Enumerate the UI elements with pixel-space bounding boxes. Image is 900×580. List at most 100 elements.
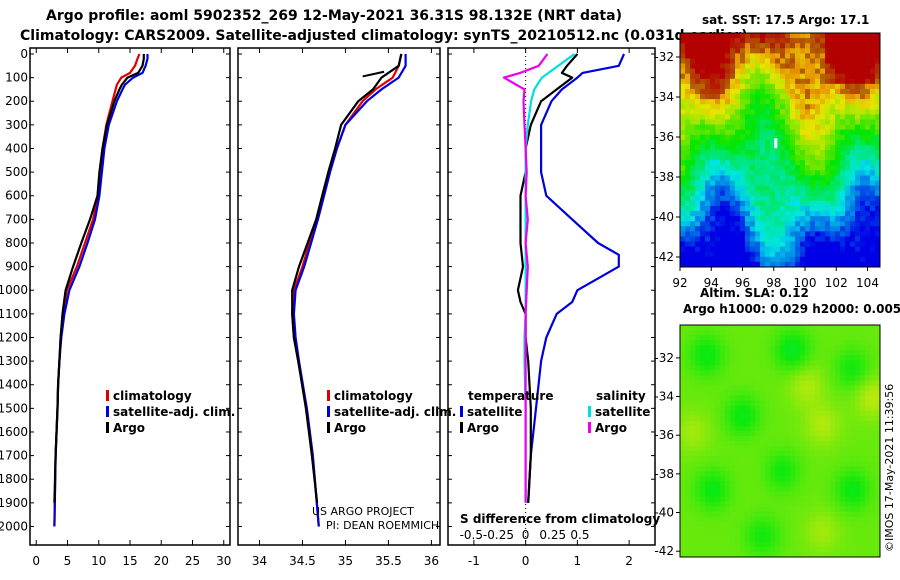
sla-cell [735,516,741,523]
sst-cell [685,43,691,49]
sla-cell [680,476,686,482]
sst-cell [840,33,846,39]
sla-cell [870,410,876,417]
sla-cell [760,496,766,502]
sla-cell [845,521,851,528]
sla-cell [855,486,861,492]
sla-cell [815,355,821,361]
sst-cell [770,221,776,227]
sst-cell [760,99,766,105]
sla-cell [860,345,866,351]
sst-cell [750,226,756,232]
sla-cell [730,385,736,391]
sla-cell [690,365,696,371]
sla-cell [745,521,751,528]
sst-cell [830,109,836,115]
sst-cell [785,38,791,44]
sst-cell [735,221,741,227]
sla-cell [875,395,881,402]
sst-cell [850,231,856,237]
sla-cell [730,451,736,457]
sst-cell [820,38,826,44]
sst-cell [780,165,786,171]
sla-cell [780,541,786,548]
sla-cell [785,405,791,412]
sla-cell [720,486,726,492]
sst-cell [735,211,741,217]
sla-cell [745,390,751,397]
sla-cell [780,335,786,341]
sla-cell [830,335,836,341]
sst-cell [700,180,706,187]
sla-cell [720,526,726,533]
sla-cell [790,345,796,351]
sst-cell [680,129,686,136]
sst-cell [685,190,691,197]
sla-cell [705,546,711,553]
sst-cell [750,170,756,176]
sla-cell [710,536,716,543]
sla-cell [695,501,701,507]
sst-cell [715,94,721,100]
sst-cell [820,175,826,181]
sst-cell [785,43,791,49]
sst-cell [800,48,806,54]
sst-cell [710,119,716,125]
sla-cell [805,496,811,502]
sst-cell [785,68,791,75]
sst-cell [855,251,861,258]
sla-cell [705,541,711,548]
sla-cell [810,536,816,543]
sst-cell [860,155,866,161]
sst-cell [775,63,781,70]
sla-cell [710,546,716,553]
sst-cell [805,195,811,202]
sst-cell [790,175,796,181]
sst-cell [800,88,806,95]
sst-cell [725,185,731,192]
sla-cell [865,551,871,558]
sla-cell [680,390,686,397]
sla-cell [810,345,816,351]
sla-cell [860,430,866,437]
sla-cell [860,536,866,543]
sst-cell [685,246,691,253]
depth-tick-label: 500 [5,165,28,179]
sst-cell [850,68,856,75]
sla-cell [875,355,881,361]
sst-cell [850,160,856,166]
sst-cell [805,48,811,54]
sla-cell [755,410,761,417]
sla-cell [835,435,841,442]
sla-cell [700,446,706,452]
sla-cell [700,400,706,407]
sst-cell [725,99,731,105]
sla-cell [720,466,726,472]
sla-cell [775,446,781,452]
sst-cell [715,109,721,115]
sla-cell [815,516,821,523]
sst-cell [845,48,851,54]
sla-cell [690,415,696,422]
sla-cell [835,390,841,397]
sla-cell [820,461,826,467]
sla-cell [740,375,746,381]
sla-cell [860,390,866,397]
sla-cell [760,370,766,376]
sst-cell [875,144,881,151]
sst-cell [795,88,801,95]
sla-cell [850,390,856,397]
sst-cell [725,195,731,202]
sla-cell [800,325,806,331]
sla-cell [740,486,746,492]
sst-cell [720,205,726,212]
sla-cell [775,506,781,513]
sst-cell [805,63,811,70]
sst-cell [785,109,791,115]
sla-cell [700,365,706,371]
sla-cell [680,410,686,417]
sla-cell [705,405,711,412]
sla-cell [740,451,746,457]
legend-argo: Argo [334,421,366,435]
sst-cell [680,251,686,258]
